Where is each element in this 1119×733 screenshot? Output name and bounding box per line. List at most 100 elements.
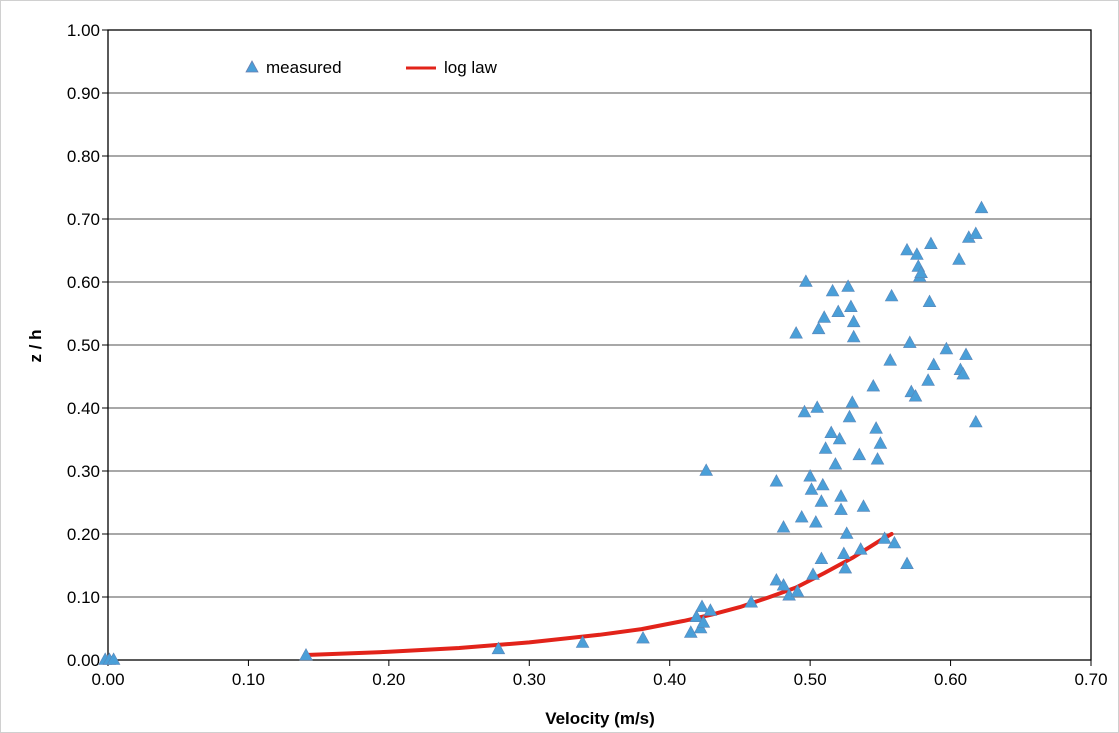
measured-point xyxy=(959,347,973,360)
measured-point xyxy=(926,357,941,371)
measured-point xyxy=(974,200,989,214)
measured-point xyxy=(699,463,714,476)
measured-point xyxy=(636,630,650,644)
measured-point xyxy=(776,520,791,533)
x-tick-label: 0.30 xyxy=(513,670,546,689)
measured-point xyxy=(799,274,813,287)
measured-point xyxy=(769,474,784,487)
measured-point xyxy=(695,599,709,612)
measured-point xyxy=(811,321,826,335)
log-law-line xyxy=(304,532,894,657)
y-tick-label: 0.50 xyxy=(67,336,100,355)
y-tick-label: 0.80 xyxy=(67,147,100,166)
measured-point xyxy=(922,294,937,308)
measured-point xyxy=(841,279,855,292)
measured-point xyxy=(776,578,791,591)
measured-point xyxy=(924,236,938,249)
measured-point xyxy=(887,535,902,549)
measured-point xyxy=(808,515,823,528)
measured-point xyxy=(806,567,820,580)
measured-point xyxy=(703,603,718,616)
measured-point xyxy=(845,395,860,408)
measured-point xyxy=(696,615,711,628)
y-tick-label: 0.40 xyxy=(67,399,100,418)
measured-point xyxy=(842,409,857,423)
measured-point xyxy=(744,595,759,608)
measured-point xyxy=(839,526,854,539)
log-law-series xyxy=(304,532,894,657)
measured-point xyxy=(575,635,590,648)
x-tick-label: 0.70 xyxy=(1074,670,1107,689)
measured-point xyxy=(883,353,898,366)
measured-point xyxy=(810,400,825,413)
y-tick-label: 0.70 xyxy=(67,210,100,229)
measured-point xyxy=(866,378,881,392)
measured-point xyxy=(939,341,954,355)
measured-point xyxy=(789,326,803,339)
legend-label-log-law: log law xyxy=(444,58,498,77)
y-tick-label: 0.30 xyxy=(67,462,100,481)
y-tick-label: 0.90 xyxy=(67,84,100,103)
x-tick-label: 0.60 xyxy=(934,670,967,689)
measured-point xyxy=(832,431,847,445)
measured-point xyxy=(828,457,843,470)
measured-point xyxy=(844,299,858,313)
legend-triangle-marker xyxy=(245,60,259,73)
measured-point xyxy=(873,436,888,449)
measured-series xyxy=(98,200,989,665)
measured-point xyxy=(817,310,832,323)
tick-labels: 0.00 0.10 0.20 0.30 0.40 0.50 0.60 0.70 0.80 0.90… xyxy=(67,21,1108,689)
measured-point xyxy=(815,477,830,491)
measured-point xyxy=(825,283,840,297)
measured-point xyxy=(902,335,917,348)
y-tick-label: 0.20 xyxy=(67,525,100,544)
y-axis-title: z / h xyxy=(26,329,45,362)
measured-point xyxy=(956,366,971,380)
gridlines xyxy=(108,92,1091,598)
y-tick-label: 1.00 xyxy=(67,21,100,40)
measured-point xyxy=(846,314,861,328)
measured-point xyxy=(683,625,698,638)
measured-point xyxy=(769,572,784,586)
measured-point xyxy=(818,441,833,454)
measured-point xyxy=(852,447,867,461)
axes xyxy=(102,29,1092,666)
measured-point xyxy=(824,425,839,439)
x-tick-label: 0.10 xyxy=(232,670,265,689)
measured-point xyxy=(689,609,704,623)
measured-point xyxy=(803,469,817,482)
x-tick-label: 0.00 xyxy=(91,670,124,689)
measured-point xyxy=(952,252,966,265)
measured-point xyxy=(846,329,861,343)
measured-point xyxy=(870,452,885,465)
legend-label-measured: measured xyxy=(266,58,342,77)
x-tick-label: 0.40 xyxy=(653,670,686,689)
x-axis-title: Velocity (m/s) xyxy=(545,709,655,728)
measured-point xyxy=(834,502,848,515)
measured-point xyxy=(856,499,871,512)
measured-point xyxy=(968,226,983,239)
measured-point xyxy=(914,265,928,279)
measured-point xyxy=(838,560,853,574)
y-tick-label: 0.10 xyxy=(67,588,100,607)
measured-point xyxy=(869,421,883,434)
legend: measured log law xyxy=(245,58,498,77)
measured-point xyxy=(794,509,809,523)
plot-area-border xyxy=(107,29,1092,661)
measured-point xyxy=(814,494,829,507)
y-tick-label: 0.60 xyxy=(67,273,100,292)
measured-point xyxy=(968,414,983,428)
measured-point xyxy=(106,652,121,665)
measured-point xyxy=(834,489,848,502)
x-tick-label: 0.50 xyxy=(794,670,827,689)
measured-point xyxy=(491,641,506,655)
measured-point xyxy=(804,482,819,495)
measured-point xyxy=(921,373,935,386)
measured-point xyxy=(814,551,829,565)
measured-point xyxy=(900,556,914,570)
measured-point xyxy=(299,647,313,661)
x-tick-label: 0.20 xyxy=(372,670,405,689)
measured-point xyxy=(853,542,868,555)
